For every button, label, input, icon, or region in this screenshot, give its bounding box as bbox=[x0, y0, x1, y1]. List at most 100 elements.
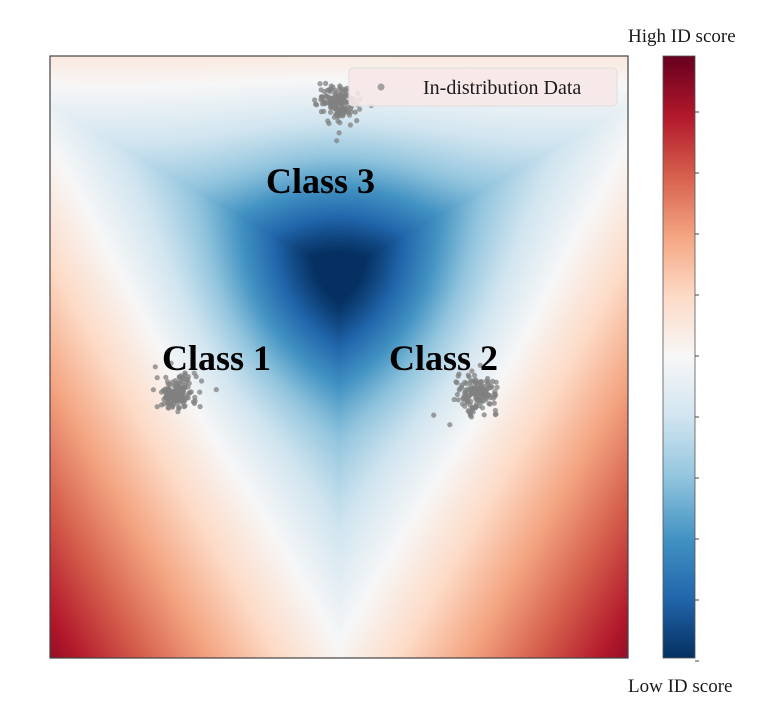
annotation-class-3: Class 3 bbox=[266, 161, 375, 201]
data-point bbox=[343, 88, 349, 94]
data-point bbox=[475, 379, 481, 385]
data-point bbox=[352, 109, 358, 115]
heatmap-field bbox=[50, 56, 628, 658]
heatmap-plot bbox=[49, 55, 629, 659]
data-point bbox=[468, 414, 475, 420]
data-point bbox=[336, 130, 342, 136]
colorbar-ticks bbox=[695, 111, 699, 662]
plot-frame bbox=[49, 55, 629, 659]
data-point bbox=[451, 396, 457, 403]
data-point bbox=[192, 398, 198, 404]
data-point bbox=[176, 374, 182, 380]
data-point bbox=[463, 391, 469, 398]
data-point bbox=[182, 383, 188, 389]
data-point bbox=[469, 368, 475, 374]
data-point bbox=[342, 108, 348, 114]
data-point bbox=[491, 400, 497, 406]
data-point bbox=[165, 400, 171, 406]
data-point bbox=[180, 391, 186, 397]
colorbar: High ID score Low ID score bbox=[628, 26, 736, 697]
data-point bbox=[323, 80, 329, 86]
data-point bbox=[464, 386, 470, 392]
data-point bbox=[485, 379, 491, 385]
data-point bbox=[469, 404, 475, 411]
colorbar-top-label: High ID score bbox=[628, 26, 736, 47]
data-point bbox=[478, 383, 484, 389]
data-point bbox=[328, 100, 334, 107]
data-point bbox=[347, 122, 353, 128]
data-point bbox=[493, 411, 499, 417]
data-point bbox=[337, 106, 343, 113]
data-point bbox=[464, 400, 470, 406]
data-point bbox=[334, 138, 340, 144]
legend-marker bbox=[377, 83, 385, 91]
data-point bbox=[184, 376, 190, 383]
data-point bbox=[171, 383, 177, 389]
data-point bbox=[317, 81, 323, 87]
data-point bbox=[447, 422, 453, 428]
data-point bbox=[354, 118, 360, 124]
colorbar-bottom-label: Low ID score bbox=[628, 676, 732, 697]
data-point bbox=[455, 397, 461, 403]
data-point bbox=[185, 395, 191, 401]
data-point bbox=[171, 390, 177, 396]
data-point bbox=[327, 109, 334, 115]
data-point bbox=[455, 373, 461, 379]
data-point bbox=[154, 404, 160, 410]
data-point bbox=[166, 405, 172, 411]
annotation-class-2: Class 2 bbox=[389, 338, 498, 378]
data-point bbox=[164, 379, 171, 385]
data-point bbox=[159, 402, 165, 408]
data-point bbox=[181, 397, 187, 403]
data-point bbox=[179, 378, 185, 384]
data-point bbox=[329, 95, 336, 102]
data-point bbox=[339, 90, 345, 96]
data-point bbox=[168, 360, 174, 366]
data-point bbox=[326, 120, 332, 127]
data-point bbox=[174, 401, 180, 407]
data-point bbox=[454, 391, 460, 398]
data-point bbox=[482, 393, 488, 400]
data-point bbox=[460, 395, 466, 401]
data-point bbox=[152, 364, 158, 370]
data-point bbox=[312, 97, 318, 103]
data-point bbox=[333, 90, 339, 96]
data-point bbox=[170, 379, 176, 385]
data-point bbox=[197, 404, 203, 410]
data-point bbox=[492, 388, 498, 394]
data-point bbox=[431, 412, 437, 418]
data-point bbox=[494, 384, 500, 390]
data-point bbox=[176, 405, 182, 411]
data-point bbox=[182, 372, 188, 378]
data-point bbox=[321, 89, 328, 95]
data-point bbox=[477, 362, 483, 368]
data-point bbox=[182, 403, 188, 409]
data-point bbox=[319, 94, 325, 100]
data-point bbox=[336, 100, 342, 106]
scatter-points bbox=[150, 80, 500, 428]
data-point bbox=[323, 93, 329, 99]
class-annotations: Class 3 Class 1 Class 2 bbox=[162, 161, 498, 378]
legend-label: In-distribution Data bbox=[423, 77, 581, 99]
data-point bbox=[187, 390, 193, 396]
data-point bbox=[493, 379, 499, 385]
data-point bbox=[473, 401, 479, 407]
legend: In-distribution Data bbox=[348, 67, 618, 107]
data-point bbox=[483, 388, 489, 394]
data-point bbox=[175, 381, 181, 387]
data-point bbox=[327, 87, 333, 93]
data-point bbox=[481, 412, 487, 418]
annotation-class-1: Class 1 bbox=[162, 338, 271, 378]
data-point bbox=[321, 108, 327, 114]
data-point bbox=[338, 95, 344, 101]
data-point bbox=[486, 401, 492, 407]
data-point bbox=[154, 375, 160, 381]
colorbar-strip bbox=[662, 55, 696, 659]
data-point bbox=[348, 109, 354, 115]
legend-box bbox=[348, 67, 618, 107]
data-point bbox=[453, 379, 459, 385]
data-point bbox=[150, 387, 156, 393]
data-point bbox=[479, 405, 486, 411]
data-point bbox=[457, 385, 463, 392]
data-point bbox=[473, 396, 479, 402]
